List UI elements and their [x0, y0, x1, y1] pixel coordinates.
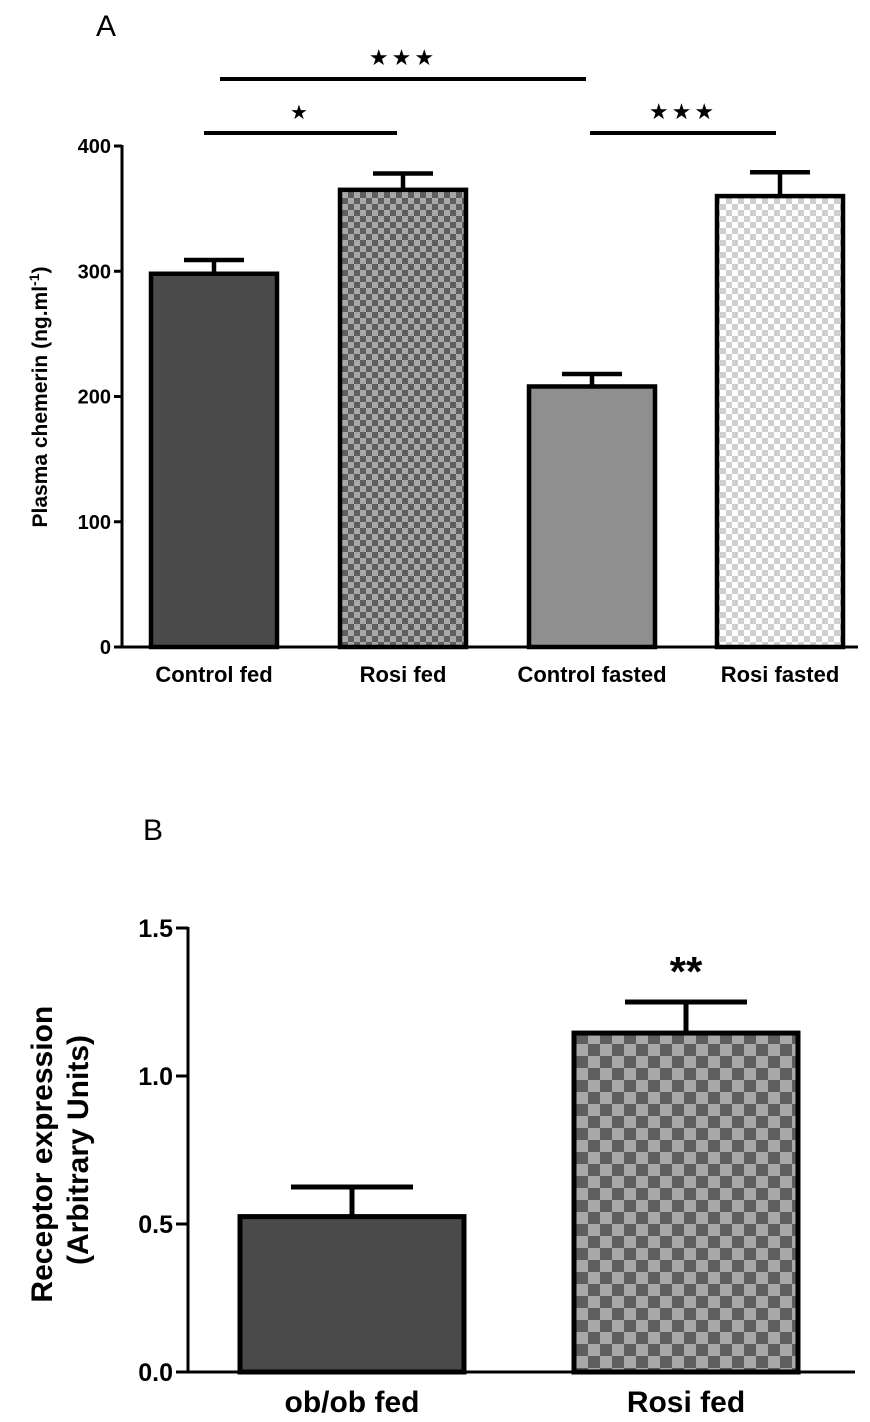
x-category-label: Control fasted	[517, 662, 666, 687]
panel-b-letter: B	[143, 814, 163, 847]
bar	[526, 384, 658, 650]
panel-b-y-axis-label-line2: (Arbitrary Units)	[62, 1035, 95, 1265]
panel-b-y-axis-label-line1: Receptor expression	[26, 1006, 59, 1303]
panel-b-y-axis-label: Receptor expression (Arbitrary Units)	[26, 997, 95, 1302]
y-tick-label: 1.5	[138, 915, 173, 943]
y-tick-label: 300	[78, 261, 111, 283]
significance-stars: ★★★	[369, 46, 437, 71]
significance-label: **	[670, 948, 703, 995]
bar	[237, 1214, 467, 1375]
panel-a-significance: ★★★★★★★	[204, 46, 776, 135]
y-tick-label: 0	[100, 637, 111, 659]
y-tick-label: 200	[78, 387, 111, 409]
panel-a-y-axis-label: Plasma chemerin (ng.ml-1)	[26, 266, 52, 527]
bar	[714, 193, 846, 650]
y-tick-label: 100	[78, 512, 111, 534]
x-category-label: Rosi fed	[360, 662, 447, 687]
panel-b: B 0.0 0.5 1.0 1.5 ob/ob fed Rosi fed ** Rece…	[26, 814, 855, 1419]
y-tick-label: 0.0	[138, 1359, 173, 1387]
x-category-label: ob/ob fed	[285, 1386, 420, 1419]
panel-b-bars: ob/ob fed Rosi fed	[237, 999, 801, 1419]
bar	[148, 271, 280, 650]
y-tick-label: 0.5	[138, 1211, 173, 1239]
panel-b-significance: **	[670, 948, 703, 995]
significance-stars: ★	[290, 100, 311, 124]
panel-a-bars: Control fed Rosi fed Control fasted Rosi fa…	[148, 170, 846, 687]
x-category-label: Rosi fed	[627, 1386, 745, 1419]
significance-stars: ★★★	[649, 100, 717, 125]
panel-a-letter: A	[96, 10, 116, 43]
x-category-label: Rosi fasted	[721, 662, 840, 687]
y-tick-label: 400	[78, 136, 111, 158]
bar	[337, 187, 469, 650]
y-tick-label: 1.0	[138, 1063, 173, 1091]
x-category-label: Control fed	[155, 662, 272, 687]
bar	[571, 1030, 801, 1375]
